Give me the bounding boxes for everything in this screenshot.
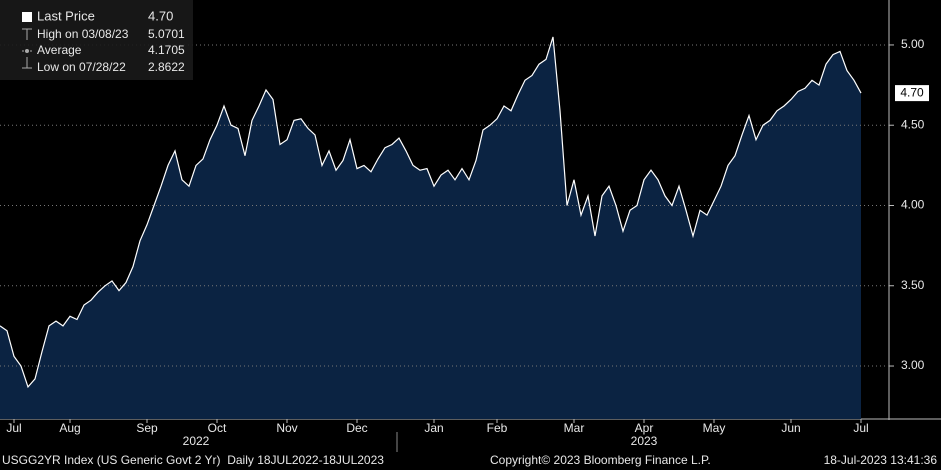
footer-left: USGG2YR Index (US Generic Govt 2 Yr) Dai… — [2, 453, 384, 467]
legend-label: Last Price — [37, 8, 95, 23]
x-tick-label: Jul — [853, 421, 868, 435]
x-tick-label: Dec — [346, 421, 367, 435]
price-line — [0, 36, 862, 389]
legend-icon — [25, 49, 29, 53]
y-tick-label: 5.00 — [901, 37, 925, 51]
legend-icon — [22, 12, 32, 22]
legend-box — [0, 0, 193, 80]
y-tick-label: 3.00 — [901, 358, 925, 372]
x-tick-label: Jun — [781, 421, 800, 435]
x-tick-label: May — [703, 421, 726, 435]
legend-label: High on 03/08/23 — [37, 27, 129, 41]
legend-value: 5.0701 — [148, 27, 185, 41]
legend-icon — [22, 28, 32, 40]
timestamp: 18-Jul-2023 13:41:36 — [824, 453, 938, 467]
x-tick-label: Jul — [6, 421, 21, 435]
area — [0, 36, 861, 420]
x-tick-label: Aug — [59, 421, 80, 435]
x-tick-label: Mar — [564, 421, 585, 435]
legend: Last Price 4.70 High on 03/08/23 5.0701 Aver… — [37, 8, 185, 74]
last-price-box — [895, 85, 929, 102]
plot — [0, 36, 889, 420]
legend-icon — [22, 57, 32, 69]
x-tick-label: Jan — [424, 421, 443, 435]
x-tick-label: Nov — [276, 421, 297, 435]
last-price-label: 4.70 — [900, 85, 924, 99]
year-label: 2022 — [183, 434, 210, 448]
x-tick-label: Sep — [136, 421, 158, 435]
legend-value: 2.8622 — [148, 60, 185, 74]
year-label: 2023 — [631, 434, 658, 448]
legend-label: Average — [37, 43, 82, 57]
legend-value: 4.70 — [148, 8, 173, 23]
y-tick-label: 4.00 — [901, 198, 925, 212]
legend-value: 4.1705 — [148, 43, 185, 57]
x-tick-label: Apr — [635, 421, 654, 435]
y-tick-label: 4.50 — [901, 117, 925, 131]
footer-right: Copyright© 2023 Bloomberg Finance L.P. — [490, 453, 711, 467]
x-tick-label: Oct — [208, 421, 227, 435]
legend-label: Low on 07/28/22 — [37, 60, 126, 74]
y-tick-label: 3.50 — [901, 278, 925, 292]
x-tick-label: Feb — [487, 421, 508, 435]
